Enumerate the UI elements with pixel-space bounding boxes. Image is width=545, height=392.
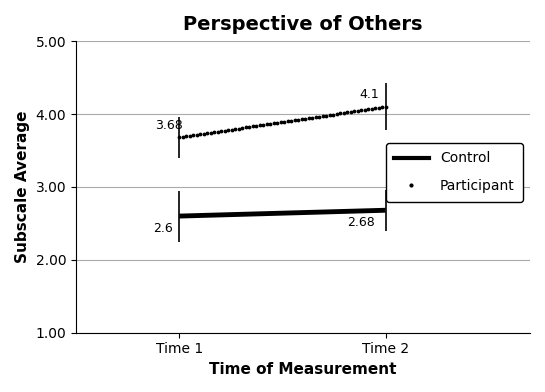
Title: Perspective of Others: Perspective of Others: [183, 15, 423, 34]
Text: 2.68: 2.68: [347, 216, 374, 229]
Y-axis label: Subscale Average: Subscale Average: [15, 111, 30, 263]
Text: 2.6: 2.6: [153, 222, 173, 235]
Legend: Control, Participant: Control, Participant: [386, 143, 523, 201]
X-axis label: Time of Measurement: Time of Measurement: [209, 362, 397, 377]
Text: 3.68: 3.68: [155, 119, 183, 132]
Text: 4.1: 4.1: [359, 88, 379, 101]
